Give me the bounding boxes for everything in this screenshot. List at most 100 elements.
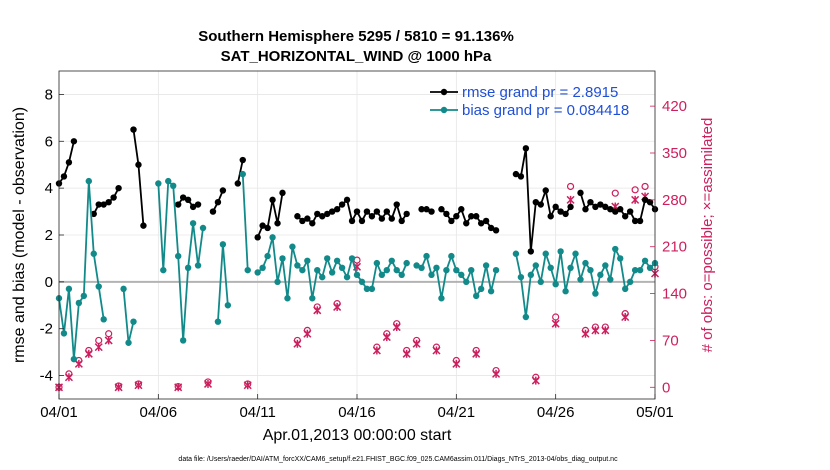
rmse-point bbox=[378, 215, 386, 222]
obs-assimilated-point bbox=[452, 359, 461, 368]
obs-assimilated-point bbox=[472, 349, 481, 358]
rmse-point bbox=[468, 213, 475, 220]
rmse-point bbox=[453, 213, 460, 220]
rmse-point bbox=[597, 201, 604, 208]
bias-point bbox=[403, 259, 410, 267]
bias-point bbox=[453, 266, 460, 274]
bias-point bbox=[170, 182, 177, 189]
bias-point bbox=[622, 285, 629, 293]
bias-point bbox=[458, 271, 465, 279]
bias-point bbox=[328, 269, 336, 276]
bias-point bbox=[572, 250, 579, 257]
y-right-tick-label: 0 bbox=[662, 379, 670, 396]
y-tick-label: -2 bbox=[40, 321, 53, 338]
y-tick-label: 4 bbox=[45, 180, 53, 197]
bias-point bbox=[383, 266, 390, 274]
legend-bias-label: bias grand pr = 0.084418 bbox=[462, 102, 629, 119]
rmse-point bbox=[418, 206, 425, 213]
rmse-point bbox=[60, 173, 68, 180]
rmse-point bbox=[259, 222, 266, 229]
bias-point bbox=[65, 285, 73, 293]
rmse-point bbox=[492, 227, 500, 234]
bias-point bbox=[537, 278, 544, 286]
rmse-point bbox=[626, 208, 634, 215]
bias-point bbox=[557, 248, 564, 255]
rmse-point bbox=[477, 220, 485, 227]
obs-assimilated-point bbox=[203, 379, 213, 388]
bias-point bbox=[577, 276, 584, 283]
rmse-point bbox=[622, 213, 629, 220]
rmse-point bbox=[338, 201, 346, 208]
bias-point bbox=[468, 266, 475, 274]
obs-assimilated-point bbox=[382, 333, 391, 342]
obs-assimilated-point bbox=[412, 339, 421, 348]
rmse-point bbox=[309, 220, 316, 227]
bias-point bbox=[582, 259, 589, 267]
bias-point bbox=[294, 262, 301, 269]
obs-assimilated-point bbox=[64, 373, 73, 382]
obs-assimilated-point bbox=[621, 312, 630, 322]
bias-point bbox=[338, 264, 346, 271]
rmse-point bbox=[179, 194, 187, 201]
obs-assimilated-point bbox=[243, 381, 252, 390]
obs-assimilated-point bbox=[134, 381, 143, 390]
rmse-point bbox=[542, 187, 549, 194]
bias-line bbox=[58, 181, 105, 360]
x-tick-label: 04/21 bbox=[438, 404, 476, 421]
bias-point bbox=[343, 273, 351, 281]
legend-bias-marker bbox=[440, 106, 448, 114]
bias-point bbox=[641, 257, 649, 264]
rmse-point bbox=[443, 210, 450, 218]
rmse-point bbox=[582, 206, 589, 213]
rmse-point bbox=[617, 206, 624, 213]
bias-point bbox=[562, 288, 569, 295]
bias-point bbox=[75, 299, 83, 307]
bias-point bbox=[165, 177, 172, 185]
rmse-line bbox=[58, 141, 75, 184]
obs-assimilated-point bbox=[333, 302, 342, 311]
rmse-point bbox=[319, 213, 326, 220]
obs-assimilated-markers bbox=[54, 192, 660, 392]
y-right-tick-label: 420 bbox=[662, 98, 687, 115]
obs-assimilated-point bbox=[492, 369, 501, 378]
bias-point bbox=[617, 255, 624, 262]
bias-point bbox=[314, 266, 321, 274]
rmse-line bbox=[236, 159, 244, 184]
obs-assimilated-point bbox=[84, 349, 93, 358]
rmse-point bbox=[353, 208, 361, 215]
obs-assimilated-point bbox=[601, 326, 610, 335]
rmse-point bbox=[135, 161, 142, 168]
rmse-point bbox=[274, 220, 281, 227]
bias-point bbox=[175, 252, 182, 260]
bias-point bbox=[612, 245, 619, 253]
rmse-point bbox=[631, 217, 639, 225]
bias-line bbox=[157, 179, 204, 341]
rmse-point bbox=[473, 213, 480, 220]
rmse-point bbox=[423, 206, 430, 213]
bias-point bbox=[567, 264, 574, 271]
bias-point bbox=[219, 241, 227, 248]
bias-point bbox=[214, 318, 222, 325]
rmse-point bbox=[612, 208, 619, 215]
chart-title-line1: Southern Hemisphere 5295 / 5810 = 91.136… bbox=[198, 28, 514, 45]
bias-point bbox=[587, 266, 594, 274]
rmse-point bbox=[512, 170, 520, 178]
bias-point bbox=[418, 264, 425, 271]
x-tick-label: 04/06 bbox=[140, 404, 178, 421]
rmse-point bbox=[115, 184, 122, 192]
footer-file-path: data file: /Users/raeder/DAI/ATM_forcXX/… bbox=[178, 456, 618, 463]
bias-point bbox=[443, 266, 450, 274]
y-right-axis-ticks: 0 70 140 210 280 350 420 bbox=[650, 98, 687, 396]
rmse-point bbox=[100, 201, 107, 208]
bias-point bbox=[259, 264, 266, 271]
y-tick-label: 6 bbox=[45, 133, 53, 150]
obs-assimilated-point bbox=[74, 359, 83, 368]
rmse-point bbox=[428, 208, 435, 215]
rmse-point bbox=[602, 203, 609, 211]
rmse-point bbox=[279, 189, 286, 197]
bias-point bbox=[100, 316, 107, 323]
bias-point bbox=[239, 170, 246, 178]
bias-point bbox=[607, 276, 614, 283]
bias-point bbox=[319, 273, 326, 281]
